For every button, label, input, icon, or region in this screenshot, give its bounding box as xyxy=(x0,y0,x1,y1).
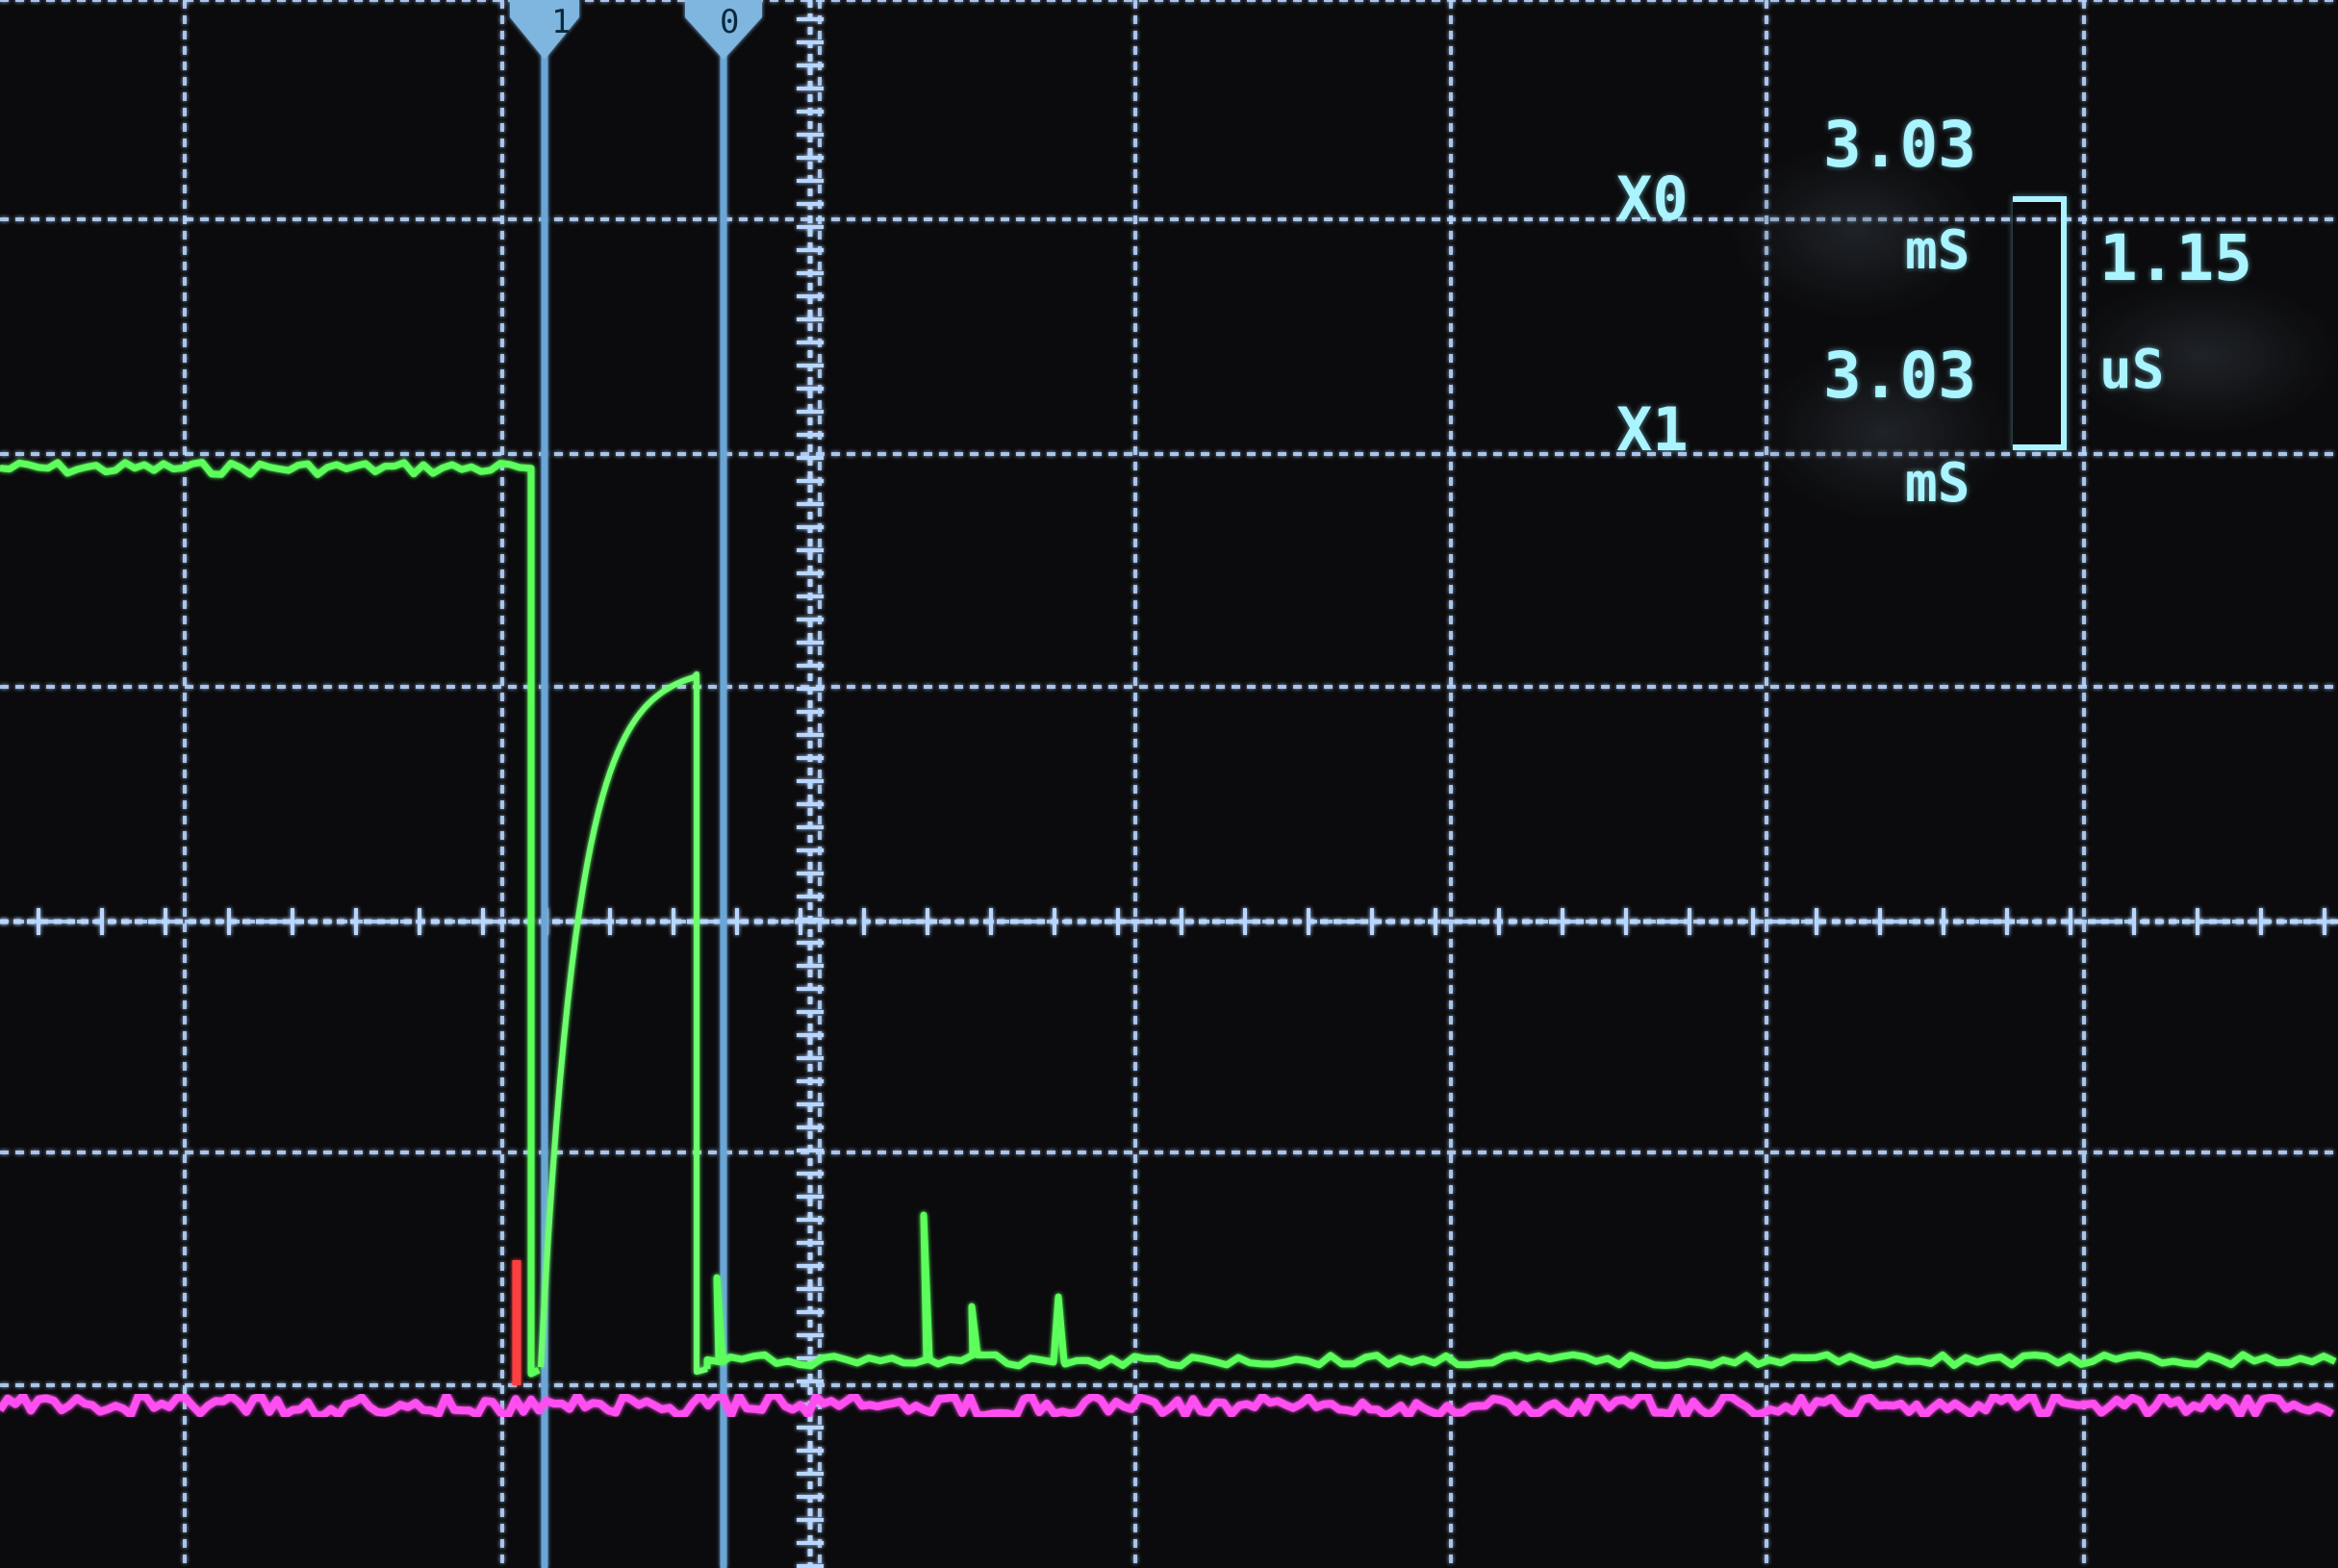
delta-unit: uS xyxy=(2099,339,2165,401)
cursor-x1[interactable]: 0 xyxy=(685,0,762,1568)
trace-channel-2-magenta xyxy=(0,1391,2334,1420)
cursor-x0-marker-label: 1 xyxy=(551,3,571,41)
x0-value: 3.03 xyxy=(1823,108,1976,182)
x1-label: X1 xyxy=(1616,394,1689,465)
delta-bracket xyxy=(2013,196,2067,450)
trace-channel-1-green xyxy=(0,458,2337,1385)
screen-smudge xyxy=(1732,144,1982,317)
x0-unit: mS xyxy=(1905,219,1970,282)
cursor-x1-marker-label: 0 xyxy=(720,3,739,41)
cursor-x0-marker-icon[interactable] xyxy=(510,0,579,60)
delta-value: 1.15 xyxy=(2099,221,2252,295)
x1-value: 3.03 xyxy=(1823,339,1976,413)
cursor-x1-marker-icon[interactable] xyxy=(685,0,762,60)
screen-smudge xyxy=(1761,346,2011,519)
x0-label: X0 xyxy=(1616,164,1689,234)
screen-smudge xyxy=(2069,279,2338,433)
x1-unit: mS xyxy=(1905,452,1970,515)
